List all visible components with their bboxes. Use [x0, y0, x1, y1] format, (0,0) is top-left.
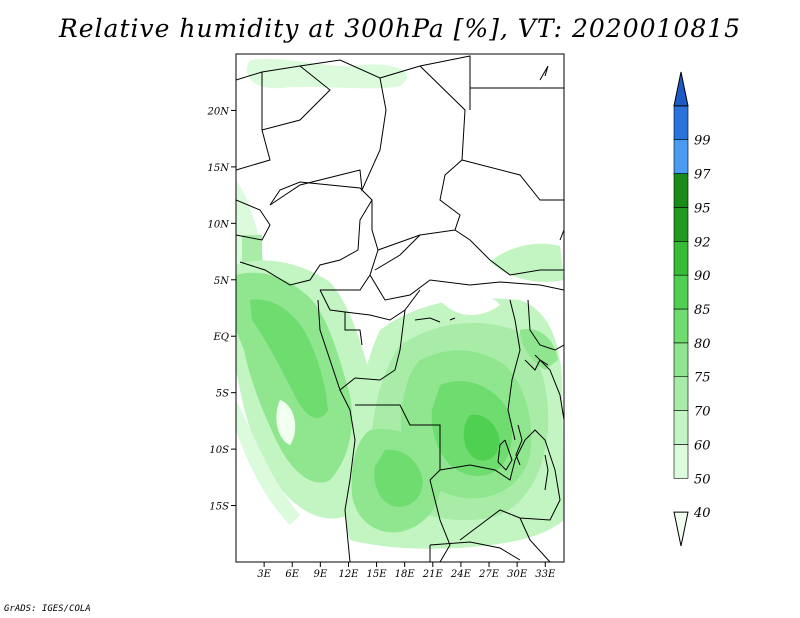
colorbar-swatch	[673, 342, 689, 378]
x-tick-label: 6E	[285, 569, 299, 580]
borders	[236, 55, 564, 562]
grads-credit: GrADS: IGES/COLA	[4, 604, 91, 614]
map-title: Relative humidity at 300hPa [%], VT: 202…	[58, 14, 742, 43]
colorbar-label: 85	[694, 303, 711, 318]
colorbar-swatch	[673, 71, 689, 107]
x-tick-label: 21E	[422, 569, 444, 580]
colorbar-label: 90	[694, 269, 711, 284]
y-tick-label: EQ	[213, 332, 230, 343]
x-tick-label: 33E	[535, 569, 556, 580]
x-tick-label: 12E	[338, 569, 359, 580]
colorbar-label: 75	[694, 371, 711, 386]
x-tick-label: 3E	[257, 569, 271, 580]
y-tick-label: 15N	[208, 163, 231, 174]
x-axis: 3E 6E 9E 12E 15E 18E 21E 24E 27E 30E 33E	[257, 562, 556, 580]
x-tick-label: 24E	[450, 569, 472, 580]
colorbar-label: 99	[694, 134, 711, 149]
y-tick-label: 10N	[208, 219, 231, 230]
y-tick-label: 15S	[209, 502, 229, 513]
colorbar-label: 95	[694, 201, 711, 216]
y-tick-label: 5N	[214, 276, 230, 287]
colorbar-swatch	[673, 444, 689, 479]
x-tick-label: 18E	[395, 569, 416, 580]
x-tick-label: 30E	[507, 569, 528, 580]
colorbar-swatch	[673, 376, 689, 411]
colorbar: 40 50 60 70 75 80 85 90 92 95 97 99	[673, 71, 711, 547]
colorbar-swatch	[673, 274, 689, 310]
y-tick-label: 10S	[209, 445, 229, 456]
humidity-shading	[236, 58, 564, 549]
colorbar-label: 92	[694, 235, 711, 250]
colorbar-label: 97	[694, 168, 711, 183]
colorbar-swatch	[673, 410, 689, 445]
colorbar-label: 60	[694, 438, 711, 453]
colorbar-swatch	[673, 105, 689, 141]
colorbar-swatch	[673, 240, 689, 276]
colorbar-swatch	[673, 139, 689, 174]
colorbar-label: 40	[693, 506, 711, 521]
map-frame	[235, 53, 565, 563]
colorbar-swatch	[673, 207, 689, 242]
colorbar-label: 70	[694, 405, 711, 420]
x-tick-label: 15E	[367, 569, 388, 580]
colorbar-swatch	[673, 511, 689, 547]
colorbar-label: 50	[694, 472, 711, 487]
y-axis: 20N 15N 10N 5N EQ 5S 10S 15S	[207, 106, 236, 513]
y-tick-label: 5S	[216, 389, 229, 400]
colorbar-swatch	[673, 308, 689, 344]
colorbar-label: 80	[694, 337, 711, 352]
y-tick-label: 20N	[207, 106, 231, 117]
colorbar-swatch	[673, 173, 689, 208]
x-tick-label: 27E	[478, 569, 500, 580]
x-tick-label: 9E	[314, 569, 328, 580]
